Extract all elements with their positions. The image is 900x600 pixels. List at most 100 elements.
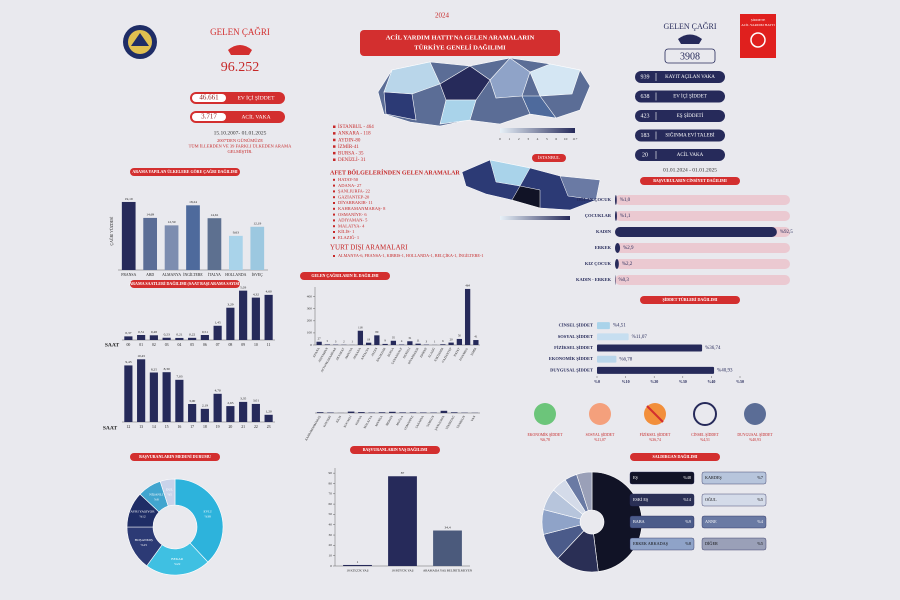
value-label: 464 [465, 284, 470, 288]
y-tick-label: FİZİKSEL ŞİDDET [554, 345, 593, 350]
legend-value: %4 [757, 519, 763, 524]
title-pill [130, 280, 240, 288]
total-box [664, 48, 716, 64]
y-tick-label: 100 [307, 331, 313, 335]
map-title: ACİL YARDIM HATTI'NA GELEN ARAMALARIN [386, 34, 535, 41]
violence-icons [534, 402, 766, 426]
y-tick-label: KADIN - ERKEK [576, 277, 612, 282]
value-label: 18,24 [189, 200, 197, 205]
bar [464, 288, 471, 345]
city-item: DİYARBAKIR- 11 [338, 200, 373, 205]
y-tick-label: 40 [329, 523, 333, 527]
x-tick-label: AMASYA [344, 346, 354, 360]
y-tick-label: CİNSEL ŞİDDET [559, 323, 593, 328]
inset-label: İSTANBUL [538, 155, 560, 160]
legend-label: OĞUL [705, 497, 717, 502]
call-title: GELEN ÇAĞRI [663, 21, 716, 31]
bullet [333, 190, 335, 193]
value-label: 19 [367, 337, 371, 341]
bar [316, 412, 324, 413]
stat-value: 183 [641, 133, 650, 139]
y-tick-label: 30 [329, 533, 333, 537]
bar [615, 259, 619, 269]
legend-label: ESKİ EŞ [633, 497, 649, 502]
bar [213, 393, 222, 422]
x-tick-label: 19 [216, 425, 220, 429]
icon-label: FİZİKSEL ŞİDDET [640, 432, 671, 437]
section-title: AFET BÖLGELERİNDEN GELEN ARAMALAR [330, 169, 460, 176]
bar [124, 365, 133, 422]
value-label: 0,21 [176, 333, 182, 338]
y-tick-label: 0 [310, 343, 312, 347]
bar [409, 412, 417, 413]
x-tick-label: %50 [736, 379, 744, 384]
x-tick-label: SAMSUN [425, 414, 435, 428]
bar [615, 227, 777, 237]
value-label: 4 [401, 339, 403, 343]
bar [188, 404, 197, 422]
value-label: 35 [392, 335, 396, 339]
legend-value: %7 [757, 475, 763, 480]
logo [123, 25, 157, 59]
value-label: 3,35 [240, 397, 246, 402]
y-tick-label: 20 [329, 543, 333, 547]
bullet [333, 132, 336, 135]
value-label: %1,1 [620, 214, 631, 219]
bar [357, 330, 364, 345]
x-tick-label: 18 KÜÇÜK YAŞ [346, 568, 368, 573]
map-legend-bar [500, 128, 575, 133]
y-tick-label: 400 [307, 294, 313, 298]
bar [164, 225, 179, 270]
bar-track [615, 211, 790, 221]
y-tick-label: ERKEK [595, 245, 612, 250]
x-tick-label: 06 [203, 343, 207, 347]
bar [382, 343, 388, 345]
legend-label: ANNE [705, 519, 717, 524]
bar [200, 408, 209, 422]
legend-label: 1 [509, 137, 511, 141]
bar [597, 344, 703, 352]
bar [597, 322, 610, 330]
x-tick-label: %20 [650, 379, 658, 384]
value-label: %36,74 [705, 346, 721, 351]
slice-label: AYRI YAŞIYOR [130, 509, 155, 513]
bar [200, 334, 209, 340]
bullet [333, 196, 335, 199]
turkey-map [377, 57, 591, 127]
bar [162, 337, 171, 340]
logo-text: ACİL YARDIM HATTI [741, 22, 775, 27]
bar [137, 359, 146, 422]
bullet [333, 138, 336, 142]
icon-label: CİNSEL ŞİDDET [691, 432, 719, 437]
x-tick-label: KİLİS [334, 414, 342, 423]
icon-label: EKONOMİK ŞİDDET [527, 432, 563, 437]
bar [251, 297, 260, 340]
donut-slice [174, 478, 224, 563]
y-tick-label: KADIN [596, 229, 612, 234]
x-tick-label: 01 [139, 343, 143, 347]
stat-box [635, 129, 725, 142]
bar-track [615, 275, 790, 285]
title-pill [300, 272, 390, 280]
bullet [333, 213, 335, 216]
value-label: 80 [375, 330, 379, 334]
stat-value: 46.661 [199, 94, 219, 102]
logo-text: ŞİDDETE [751, 17, 766, 22]
chart-title: BAŞVURANLARIN MEDENİ DURUMU [139, 454, 211, 459]
value-label: %0,3 [619, 278, 630, 283]
x-tick-label: ADANA [312, 346, 321, 358]
x-tick-label: MANİSA [373, 414, 384, 427]
x-tick-label: KOCAELİ [342, 414, 353, 428]
chart-title: ARAMA YAPILAN ÜLKELERE GÖRE ÇAĞRI DAĞILI… [132, 169, 238, 174]
bullet [333, 184, 335, 187]
city-item: BURSA - 35 [338, 152, 364, 157]
bar [143, 217, 157, 270]
x-tick-label: ABD [146, 273, 154, 277]
note: TÜM İLLERDEN VE 39 FARKLI ÜLKEDEN ARAMA [189, 144, 293, 149]
city-item: ADANA- 27 [338, 183, 362, 188]
bullet [333, 219, 335, 222]
city-item: İZMİR-41 [338, 144, 359, 150]
value-label: 3,29 [227, 303, 233, 308]
city-item: ELAZIĞ- 1 [338, 235, 359, 240]
value-label: 0,51 [138, 330, 144, 335]
